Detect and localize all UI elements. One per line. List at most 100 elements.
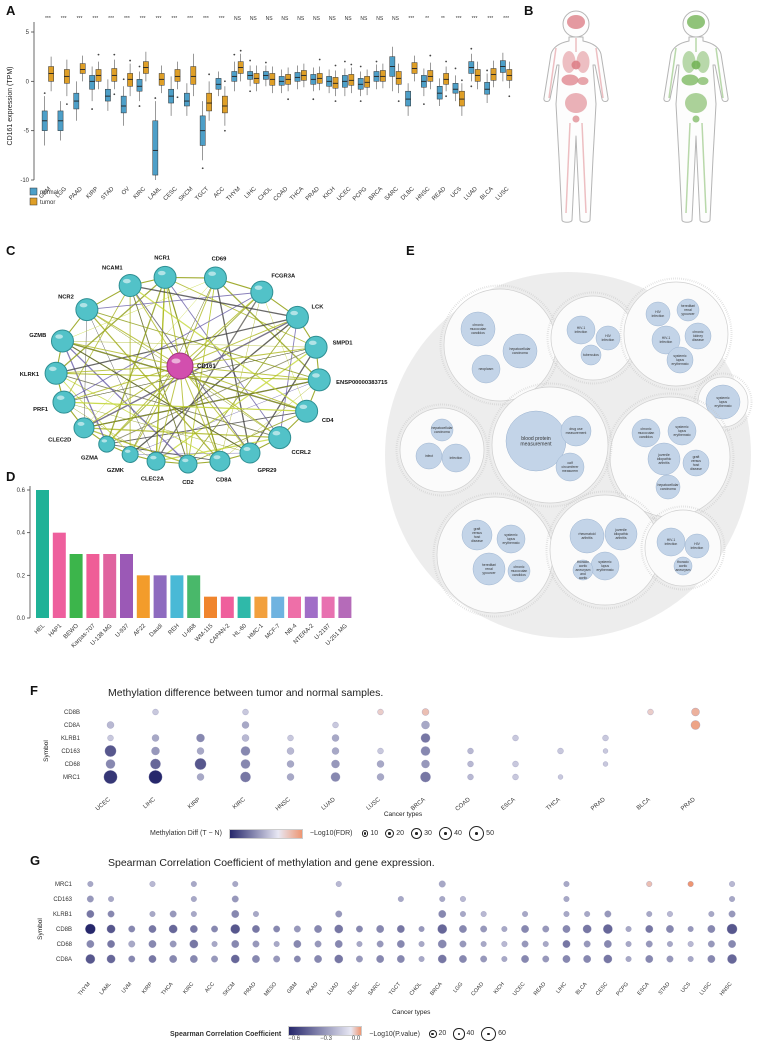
svg-text:0.2: 0.2 (17, 573, 26, 579)
svg-text:TGCT: TGCT (195, 186, 211, 202)
svg-text:KLRB1: KLRB1 (61, 736, 81, 742)
svg-text:SARC: SARC (384, 186, 401, 203)
svg-text:juvenile: juvenile (614, 528, 627, 532)
methylation-legend: Methylation Diff (T − N) −Log10(FDR) 10 2… (150, 826, 499, 842)
svg-text:and: and (580, 572, 586, 576)
anatomy-diagrams (543, 10, 729, 223)
svg-text:KLRB1: KLRB1 (53, 912, 73, 918)
svg-text:disease: disease (471, 539, 483, 543)
svg-text:GPR29: GPR29 (257, 468, 277, 474)
svg-text:chronic: chronic (693, 330, 704, 334)
svg-text:GZMK: GZMK (107, 468, 125, 474)
svg-text:CD163: CD163 (61, 749, 80, 755)
svg-text:HNSC: HNSC (415, 186, 432, 203)
svg-text:aneurysm: aneurysm (676, 568, 691, 572)
svg-text:-5: -5 (24, 129, 30, 135)
svg-text:mucocutan: mucocutan (470, 327, 487, 331)
svg-text:infection: infection (652, 314, 665, 318)
svg-text:CD8A: CD8A (216, 478, 233, 484)
svg-text:HNSC: HNSC (275, 797, 292, 813)
svg-text:PAAD: PAAD (68, 186, 84, 202)
svg-text:infection: infection (691, 546, 704, 550)
svg-text:TGCT: TGCT (388, 981, 403, 997)
svg-text:***: *** (156, 16, 162, 22)
svg-text:NS: NS (281, 16, 289, 22)
svg-text:THYM: THYM (77, 981, 92, 997)
svg-text:Symbol: Symbol (37, 918, 44, 940)
svg-text:**: ** (441, 16, 445, 22)
svg-text:KICH: KICH (322, 186, 336, 200)
svg-text:infection: infection (602, 338, 615, 342)
svg-text:LUAD: LUAD (463, 186, 479, 202)
svg-text:carcinoma: carcinoma (434, 430, 450, 434)
svg-text:infection: infection (450, 456, 463, 460)
svg-text:disease: disease (692, 338, 704, 342)
svg-text:U-937: U-937 (115, 623, 131, 639)
svg-text:CHOL: CHOL (409, 981, 423, 997)
svg-text:UCEC: UCEC (95, 797, 112, 813)
svg-text:LIHC: LIHC (142, 797, 157, 811)
svg-text:NCAM1: NCAM1 (102, 266, 123, 272)
size-legend: 10 20 30 40 50 (360, 826, 499, 842)
svg-text:***: *** (171, 16, 177, 22)
svg-text:measurement: measurement (520, 442, 552, 448)
svg-text:HIV-1: HIV-1 (667, 538, 676, 542)
svg-text:MESO: MESO (263, 981, 278, 998)
svg-text:Symbol: Symbol (43, 740, 50, 762)
svg-text:CLEC2D: CLEC2D (48, 438, 71, 444)
svg-text:hepatocellular: hepatocellular (431, 426, 453, 430)
svg-text:hereditari: hereditari (681, 304, 695, 308)
svg-text:infect: infect (425, 454, 433, 458)
svg-text:mucocutan: mucocutan (638, 431, 655, 435)
svg-text:DLBC: DLBC (347, 981, 361, 996)
svg-text:LIHC: LIHC (244, 186, 258, 200)
size-legend-value: 40 (454, 830, 462, 838)
svg-text:NB-4: NB-4 (285, 623, 299, 637)
panel-a-label: A (6, 3, 16, 18)
svg-text:SKCM: SKCM (178, 186, 195, 203)
svg-text:HIV: HIV (694, 542, 700, 546)
svg-text:chronic: chronic (514, 565, 525, 569)
svg-text:thoracic: thoracic (677, 560, 689, 564)
svg-text:rheumatoid: rheumatoid (579, 532, 596, 536)
svg-text:***: *** (140, 16, 146, 22)
svg-text:thoracic: thoracic (577, 560, 589, 564)
svg-text:***: *** (472, 16, 478, 22)
svg-text:CD8A: CD8A (56, 957, 72, 963)
svg-text:PCPG: PCPG (615, 981, 630, 997)
svg-text:lupus: lupus (507, 537, 515, 541)
svg-text:HAP1: HAP1 (48, 623, 64, 639)
svg-text:LUSC: LUSC (366, 797, 383, 812)
svg-text:NCR2: NCR2 (58, 295, 74, 301)
svg-text:THYM: THYM (226, 186, 242, 202)
svg-text:LAML: LAML (99, 981, 113, 996)
size-legend-circle (481, 1026, 497, 1042)
svg-text:CESC: CESC (595, 981, 609, 997)
panel-e-label: E (406, 243, 415, 258)
svg-text:hereditari: hereditari (482, 563, 496, 567)
svg-text:LAML: LAML (148, 186, 164, 202)
svg-text:normal: normal (40, 190, 58, 196)
svg-text:systemic: systemic (598, 560, 611, 564)
svg-text:CD68: CD68 (65, 762, 81, 768)
svg-text:idiopathic: idiopathic (657, 457, 672, 461)
svg-text:CD8B: CD8B (64, 710, 80, 716)
svg-text:KICH: KICH (493, 981, 506, 995)
svg-text:***: *** (92, 16, 98, 22)
svg-text:host: host (474, 535, 480, 539)
svg-text:renal: renal (485, 567, 493, 571)
svg-text:COAD: COAD (273, 186, 290, 203)
svg-text:PAAD: PAAD (306, 981, 320, 996)
svg-text:BRCA: BRCA (429, 981, 444, 997)
svg-text:BLCA: BLCA (636, 797, 652, 812)
spearman-legend: Spearman Correlation Coefficient −0.6 −0.… (170, 1026, 511, 1042)
svg-text:HIV-1: HIV-1 (577, 326, 586, 330)
svg-text:BRCA: BRCA (410, 797, 427, 812)
svg-text:lupus: lupus (601, 564, 609, 568)
svg-text:CD69: CD69 (212, 256, 228, 262)
network-chart: NCR1 CD69 FCGR3A LCK SMPD1 ENSP00000383715 CD4… (20, 256, 388, 486)
svg-text:aortic: aortic (679, 564, 688, 568)
